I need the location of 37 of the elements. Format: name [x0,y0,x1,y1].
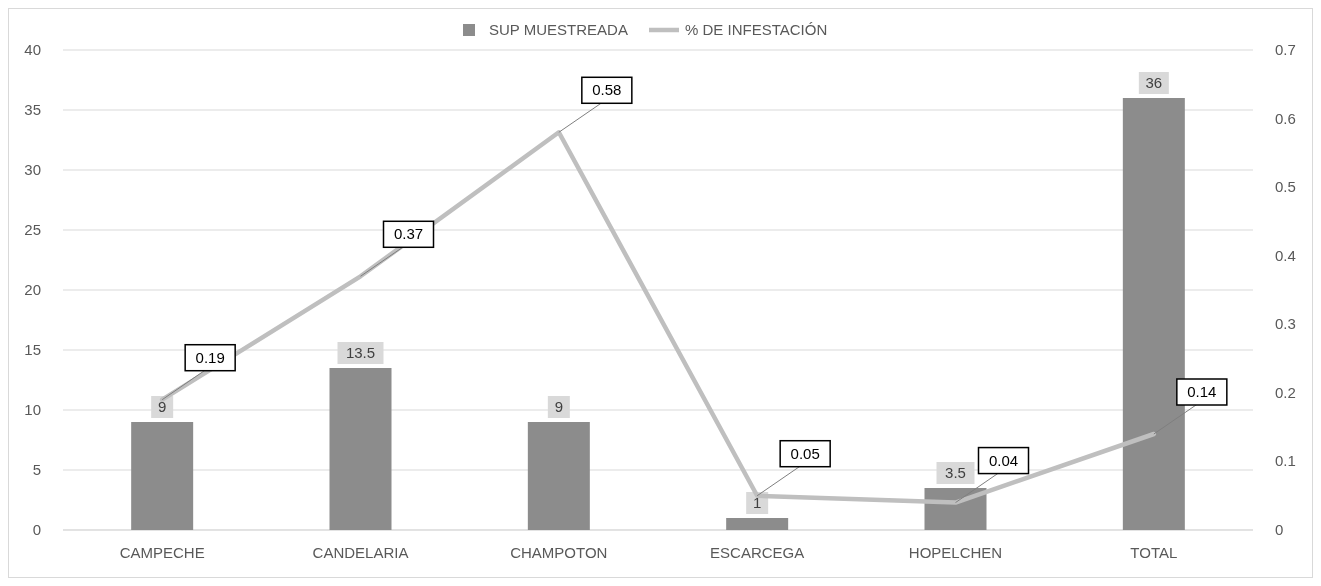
y-tick-label: 0 [32,521,41,538]
y2-tick-label: 0.6 [1275,109,1296,127]
y-tick-label: 25 [24,221,41,238]
data-label: 1 [752,494,762,511]
x-tick-label: TOTAL [1130,544,1178,561]
data-label: 0.19 [195,348,225,366]
x-tick-label: ESCARCEGA [710,544,805,561]
y-tick-label: 30 [24,161,41,178]
legend-label: % DE INFESTACIÓN [685,21,828,38]
y2-tick-label: 0.7 [1275,41,1296,58]
y2-tick-label: 0 [1275,521,1284,538]
x-tick-label: HOPELCHEN [908,544,1003,561]
y2-tick-label: 0.1 [1275,452,1296,470]
data-label: 0.04 [988,451,1019,469]
x-tick-label: CAMPECHE [119,544,205,561]
y-tick-label: 5 [32,461,41,478]
data-label: 0.37 [393,225,424,243]
y-tick-label: 40 [24,41,41,58]
legend-label: SUP MUESTREADA [489,21,628,38]
data-label: 0.58 [592,81,622,99]
y2-tick-label: 0.5 [1275,178,1296,196]
y-tick-label: 20 [24,281,41,298]
data-label: 3.5 [945,464,966,481]
data-label: 13.5 [345,344,376,361]
x-tick-label: CANDELARIA [312,544,409,561]
data-label: 9 [554,398,564,415]
data-label: 0.14 [1187,383,1217,400]
y2-tick-label: 0.3 [1275,315,1296,333]
x-tick-label: CHAMPOTON [510,544,608,561]
data-label: 9 [157,398,167,415]
data-label: 0.05 [790,444,820,462]
y2-tick-label: 0.2 [1275,383,1296,401]
y2-tick-label: 0.4 [1275,246,1296,264]
y-tick-label: 35 [24,101,41,118]
y-tick-label: 15 [24,341,41,358]
y-tick-label: 10 [24,401,41,418]
data-label: 36 [1145,74,1163,91]
